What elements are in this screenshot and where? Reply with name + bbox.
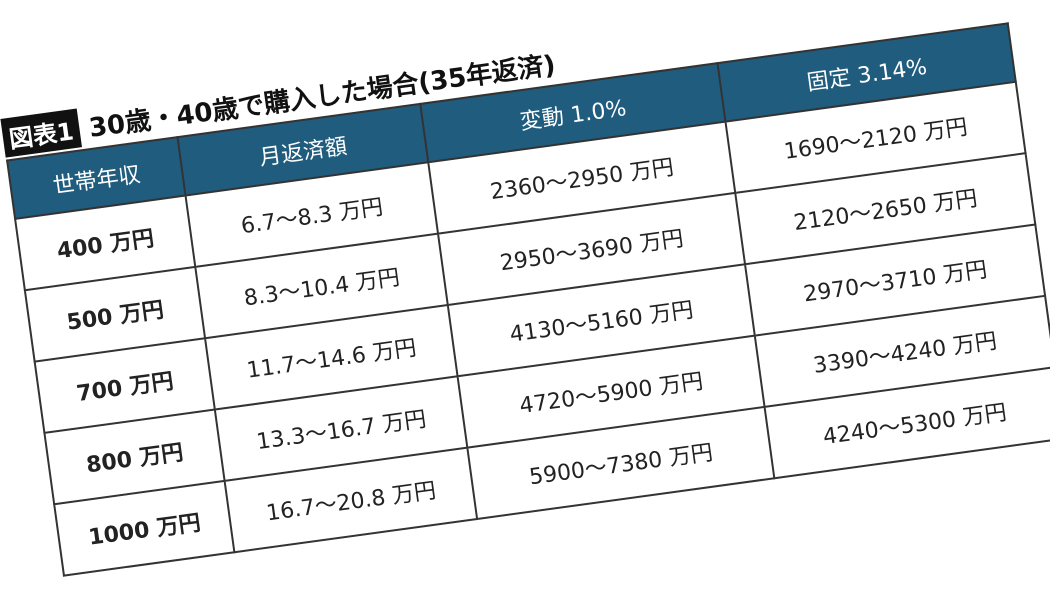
figure-label: 図表1 bbox=[0, 108, 82, 158]
figure: 図表1 30歳・40歳で購入した場合(35年返済) 世帯年収 月返済額 変動 1.0… bbox=[0, 23, 1050, 576]
